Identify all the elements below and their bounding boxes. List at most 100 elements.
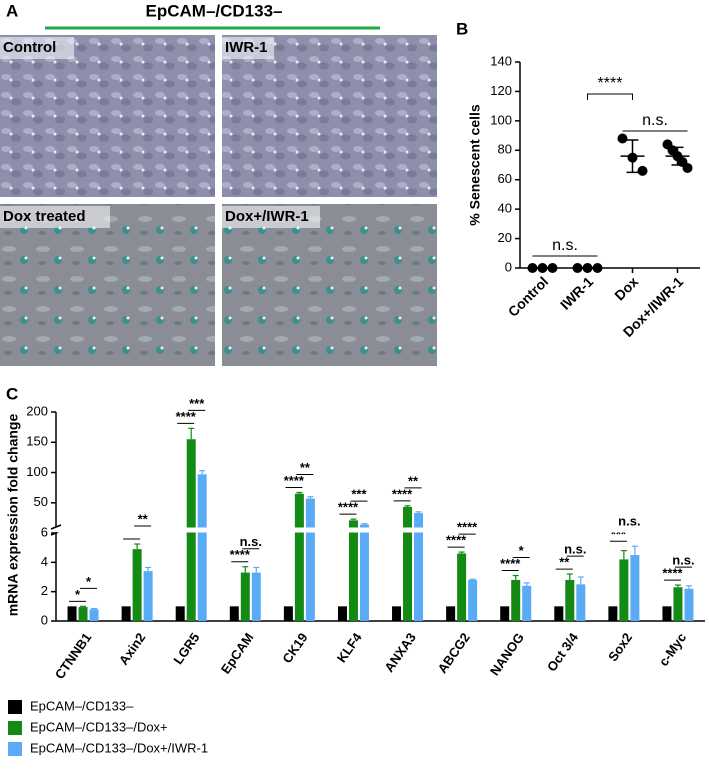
image-label: IWR-1 (225, 39, 268, 56)
sig-label: * (75, 587, 81, 602)
sig-label: **** (284, 473, 305, 488)
bar (78, 607, 88, 621)
legend-swatch (8, 742, 22, 756)
axis-break-gap (57, 527, 706, 533)
sig-label: * (86, 574, 92, 589)
bar (511, 579, 521, 621)
image-label: Control (3, 39, 56, 56)
bar (414, 513, 424, 621)
bar (67, 606, 77, 621)
bar (229, 606, 239, 621)
sig-label: n.s. (642, 112, 668, 129)
x-tick-label: c-Myc (656, 630, 689, 669)
x-tick-label: Dox (611, 273, 641, 303)
bar (294, 493, 304, 621)
sig-label: n.s. (672, 553, 694, 568)
x-tick-label: Sox2 (605, 630, 635, 664)
sig-label: **** (176, 409, 197, 424)
axis-break (50, 524, 62, 530)
micrograph (0, 35, 215, 197)
bar (337, 606, 347, 621)
sig-label: **** (230, 547, 251, 562)
legend-label: EpCAM–/CD133– (30, 698, 134, 713)
y-tick-label: 200 (26, 403, 48, 418)
y-tick-label: 0 (41, 612, 48, 627)
sig-label: ** (559, 555, 570, 570)
bar (576, 584, 586, 621)
bar (554, 606, 564, 621)
bar (132, 549, 142, 621)
bar (175, 606, 185, 621)
bar (283, 606, 293, 621)
bar (89, 609, 99, 621)
bar (630, 555, 640, 621)
bar (684, 588, 694, 621)
legend-label: EpCAM–/CD133–/Dox+/IWR-1 (30, 740, 208, 755)
y-tick-label: 100 (26, 464, 48, 479)
sig-label: n.s. (240, 534, 262, 549)
sig-label: **** (392, 486, 413, 501)
point (637, 165, 648, 176)
x-tick-label: ABCG2 (435, 630, 473, 676)
x-tick-label: ANXA3 (381, 630, 419, 675)
x-tick-label: CTNNB1 (52, 630, 95, 682)
bar (522, 585, 532, 621)
image-label: Dox treated (3, 208, 86, 225)
x-tick-label: Oct 3/4 (544, 629, 582, 674)
y-tick-label: 40 (498, 201, 512, 216)
x-tick-label: Axin2 (116, 630, 149, 668)
micrograph (222, 35, 437, 197)
y-tick-label: 50 (34, 494, 48, 509)
y-tick-label: 100 (490, 112, 512, 127)
sig-label: ** (408, 473, 419, 488)
y-tick-label: 60 (498, 171, 512, 186)
sig-bracket (587, 93, 633, 100)
x-tick-label: IWR-1 (557, 273, 597, 313)
bar (662, 606, 672, 621)
sig-label: ** (300, 460, 311, 475)
bar (197, 474, 207, 621)
bar (619, 559, 629, 621)
y-axis-label: % Senescent cells (467, 104, 483, 226)
bar (359, 524, 369, 621)
sig-label: **** (338, 500, 359, 515)
bar (240, 572, 250, 621)
x-tick-label: NANOG (487, 630, 527, 678)
bar (468, 579, 478, 621)
x-tick-label: KLF4 (334, 629, 365, 665)
bar (143, 571, 153, 621)
panel-label: B (456, 19, 468, 38)
label-bg (222, 37, 274, 59)
point (682, 162, 693, 173)
bar (121, 606, 131, 621)
bar (348, 520, 358, 621)
y-tick-label: 4 (41, 554, 48, 569)
micrograph (0, 204, 215, 366)
sig-label: n.s. (552, 237, 578, 254)
y-tick-label: 80 (498, 142, 512, 157)
y-tick-label: 150 (26, 434, 48, 449)
panel-header: EpCAM–/CD133– (146, 1, 283, 20)
legend-label: EpCAM–/CD133–/Dox+ (30, 719, 168, 734)
point (617, 133, 628, 144)
sig-label: n.s. (618, 514, 640, 529)
image-label: Dox+/IWR-1 (225, 208, 309, 225)
y-tick-label: 2 (41, 583, 48, 598)
sig-label: ** (138, 511, 149, 526)
sig-label: *** (189, 396, 205, 411)
label-bg (0, 37, 74, 59)
y-tick-label: 120 (490, 83, 512, 98)
y-tick-label: 20 (498, 230, 512, 245)
x-tick-label: LGR5 (170, 630, 202, 667)
y-axis-label: mRNA expression fold change (5, 414, 21, 617)
bar (673, 587, 683, 621)
x-tick-label: EpCAM (218, 630, 257, 676)
bar (392, 606, 402, 621)
sig-label: * (519, 543, 525, 558)
sig-label: *** (351, 487, 367, 502)
sig-label: n.s. (564, 542, 586, 557)
bar (403, 507, 413, 621)
label-bg (0, 206, 110, 228)
y-tick-label: 6 (41, 524, 48, 539)
y-tick-label: 140 (490, 53, 512, 68)
